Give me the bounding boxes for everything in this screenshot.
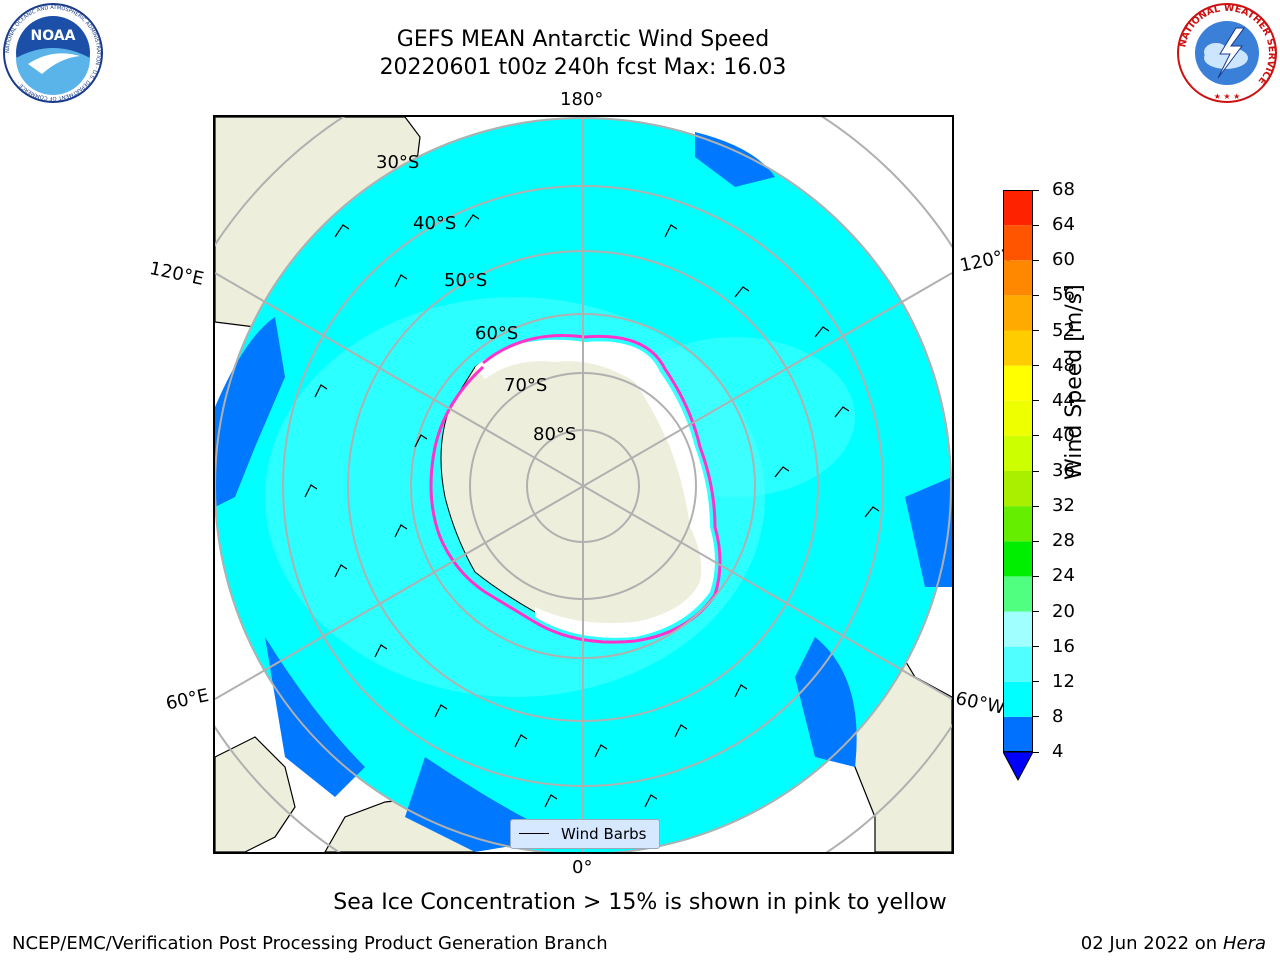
colorbar [1003, 190, 1033, 782]
chart-title: GEFS MEAN Antarctic Wind Speed [396, 27, 770, 52]
lon-label-120e: 120°E [147, 258, 206, 290]
colorbar-segment [1003, 330, 1033, 366]
lon-label-0: 0° [572, 857, 593, 878]
colorbar-tick [1033, 294, 1039, 296]
colorbar-tick-label: 44 [1052, 389, 1075, 411]
lat-label-80s: 80°S [533, 424, 577, 445]
colorbar-tick [1033, 540, 1039, 542]
colorbar-tick [1033, 646, 1039, 648]
wind-barbs [304, 214, 880, 808]
colorbar-tick-label: 28 [1052, 530, 1075, 552]
colorbar-tick-label: 68 [1052, 179, 1075, 200]
colorbar-tick [1033, 716, 1039, 718]
colorbar-tick [1033, 681, 1039, 683]
colorbar-segment [1003, 260, 1033, 296]
colorbar-tick [1033, 575, 1039, 577]
colorbar-tick [1033, 505, 1039, 507]
colorbar-segment [1003, 400, 1033, 436]
lat-label-60s: 60°S [475, 323, 519, 344]
colorbar-segment [1003, 190, 1033, 226]
map-panel: Wind Barbs [213, 115, 954, 854]
footer-date: 02 Jun 2022 on Hera [1080, 933, 1266, 954]
map-legend: Wind Barbs [510, 819, 660, 849]
colorbar-segment [1003, 506, 1033, 542]
lon-label-60w: 60°W [953, 688, 1007, 719]
lon-label-60e: 60°E [164, 685, 211, 715]
colorbar-segment [1003, 681, 1033, 717]
sea-ice-caption: Sea Ice Concentration > 15% is shown in … [333, 890, 947, 915]
colorbar-segment [1003, 576, 1033, 612]
colorbar-tick-label: 56 [1052, 284, 1075, 306]
colorbar-tick-label: 32 [1052, 495, 1075, 517]
noaa-logo-text: NOAA [31, 28, 76, 44]
graticule [215, 117, 952, 852]
colorbar-segment [1003, 435, 1033, 471]
polar-map [215, 117, 952, 852]
madagascar-landmass [215, 736, 296, 852]
colorbar-segment [1003, 471, 1033, 507]
colorbar-segment [1003, 646, 1033, 682]
footer-machine: Hera [1222, 933, 1266, 954]
colorbar-tick [1033, 330, 1039, 331]
colorbar-tick-label: 48 [1052, 354, 1075, 376]
colorbar-segment [1003, 365, 1033, 401]
noaa-logo: NATIONAL OCEANIC AND ATMOSPHERIC ADMINIS… [3, 3, 103, 103]
colorbar-segment [1003, 611, 1033, 647]
colorbar-tick-label: 20 [1052, 600, 1075, 622]
colorbar-tick-label: 60 [1052, 249, 1075, 271]
lat-label-50s: 50°S [444, 270, 488, 291]
colorbar-tick [1033, 470, 1039, 472]
colorbar-segment [1003, 716, 1033, 752]
colorbar-tick [1033, 611, 1039, 612]
nws-logo: NATIONAL WEATHER SERVICE ★ ★ ★ [1177, 3, 1277, 103]
colorbar-tick [1033, 259, 1039, 261]
colorbar-tick-label: 64 [1052, 214, 1075, 236]
colorbar-tick [1033, 189, 1039, 191]
lat-label-40s: 40°S [413, 213, 457, 234]
colorbar-tick [1033, 751, 1039, 753]
colorbar-tick-label: 24 [1052, 565, 1075, 587]
colorbar-tick-label: 36 [1052, 460, 1075, 481]
colorbar-tick-label: 4 [1052, 741, 1064, 762]
colorbar-tick-label: 8 [1052, 705, 1064, 727]
lat-label-30s: 30°S [376, 152, 420, 173]
colorbar-segment [1003, 541, 1033, 577]
svg-text:★ ★ ★: ★ ★ ★ [1214, 92, 1241, 101]
colorbar-tick-label: 40 [1052, 424, 1075, 446]
colorbar-tick [1033, 400, 1039, 402]
colorbar-tick-label: 16 [1052, 635, 1075, 657]
colorbar-tick [1033, 435, 1039, 437]
chart-subtitle: 20220601 t00z 240h fcst Max: 16.03 [379, 55, 787, 80]
colorbar-tick [1033, 224, 1039, 226]
colorbar-tick-label: 52 [1052, 319, 1075, 341]
colorbar-label: Wind Speed [m/s] [1062, 284, 1087, 480]
lat-label-70s: 70°S [504, 375, 548, 396]
colorbar-segment [1003, 295, 1033, 331]
lon-label-180: 180° [560, 89, 604, 110]
colorbar-tick-label: 12 [1052, 670, 1075, 692]
colorbar-tick [1033, 365, 1039, 367]
colorbar-segment [1003, 225, 1033, 261]
footer-branch: NCEP/EMC/Verification Post Processing Pr… [12, 933, 608, 954]
